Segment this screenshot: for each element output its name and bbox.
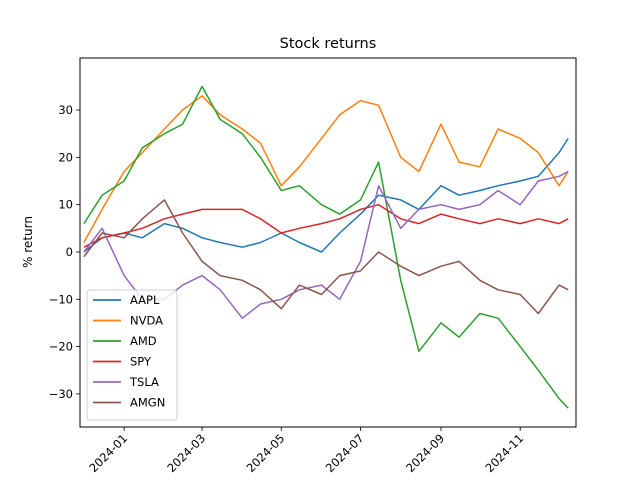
series-line-aapl (83, 137, 569, 253)
legend-label-nvda: NVDA (130, 314, 163, 328)
legend-label-amgn: AMGN (130, 396, 165, 410)
y-tick-label: −30 (49, 387, 73, 401)
y-tick-label: −20 (49, 340, 73, 354)
legend-label-spy: SPY (130, 355, 152, 369)
y-axis-label: % return (21, 216, 35, 268)
series-line-amd (83, 85, 569, 409)
y-tick-label: 20 (58, 150, 73, 164)
legend-label-tsla: TSLA (129, 375, 159, 389)
y-tick-label: 10 (58, 198, 73, 212)
y-axis: −30 −20 −10 0 10 20 30 (49, 103, 80, 401)
series-line-spy (83, 203, 569, 248)
legend: AAPL NVDA AMD SPY TSLA AMGN (86, 289, 178, 421)
legend-label-aapl: AAPL (130, 293, 160, 307)
chart-title: Stock returns (280, 36, 377, 52)
y-tick-label: 0 (66, 245, 73, 259)
axes-frame (79, 57, 577, 428)
series-line-amgn (83, 199, 569, 315)
y-tick-label: 30 (58, 103, 73, 117)
y-tick-label: −10 (49, 292, 73, 306)
legend-label-amd: AMD (130, 334, 157, 348)
series-lines (83, 85, 569, 409)
series-line-nvda (83, 95, 569, 243)
legend-box (86, 289, 178, 421)
